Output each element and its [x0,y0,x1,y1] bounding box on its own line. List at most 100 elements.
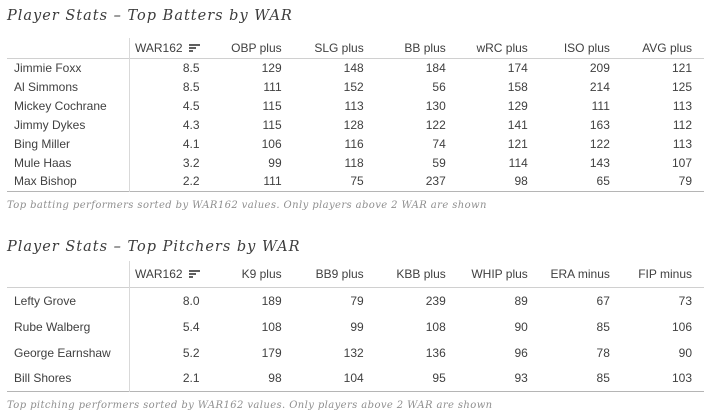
column-header-label: wRC plus [476,40,528,55]
stat-value-cell: 113 [344,98,364,113]
stat-value-cell: 93 [514,371,528,386]
stat-value-cell: 179 [261,345,282,360]
stat-value-cell: 122 [589,136,610,151]
table-row: George Earnshaw 5.2 179 132 136 96 78 90 [7,339,704,366]
stat-value-cell: 104 [343,371,364,386]
stat-value-cell: 56 [432,79,446,94]
stat-value-cell: 2.1 [182,371,200,386]
player-name-cell: Bing Miller [7,134,130,153]
stat-value-cell: 184 [425,60,446,75]
stat-value-cell: 8.5 [182,79,200,94]
column-header-label: FIP minus [638,266,692,281]
stat-value-cell: 111 [263,79,282,94]
stat-value-cell: 96 [514,345,528,360]
stat-value-cell: 148 [343,60,364,75]
stat-value-cell: 4.1 [182,136,200,151]
stat-value-cell: 98 [514,174,528,189]
stat-value-cell: 209 [589,60,610,75]
stat-value-cell: 111 [263,174,282,189]
column-header-bb9-plus[interactable]: BB9 plus [294,261,376,288]
stat-value-cell: 4.3 [182,117,200,132]
stat-value-cell: 114 [508,155,528,170]
stat-value-cell: 106 [671,319,692,334]
column-header-obp-plus[interactable]: OBP plus [212,38,294,58]
column-header-label: OBP plus [231,40,282,55]
stat-value-cell: 59 [432,155,446,170]
column-header-label: ISO plus [563,40,610,55]
stat-value-cell: 74 [432,136,446,151]
table-row: Rube Walberg 5.4 108 99 108 90 85 106 [7,313,704,340]
header-row: WAR162 OBP plus SLG plus BB plus wRC plus ISO… [7,38,704,58]
stat-value-cell: 67 [596,293,610,308]
player-name-cell: George Earnshaw [7,339,130,366]
column-header-war162[interactable]: WAR162 [130,38,212,58]
stat-value-cell: 111 [591,98,610,113]
column-header-war162[interactable]: WAR162 [130,261,212,288]
header-row: WAR162 K9 plus BB9 plus KBB plus WHIP plus ER… [7,260,704,288]
stat-value-cell: 78 [596,345,610,360]
stat-value-cell: 158 [507,79,528,94]
sort-descending-icon[interactable] [188,269,200,279]
stat-value-cell: 113 [672,136,692,151]
column-header-iso-plus[interactable]: ISO plus [540,38,622,58]
player-name-cell: Bill Shores [7,365,130,392]
sort-descending-icon[interactable] [188,43,200,53]
stat-value-cell: 90 [514,319,528,334]
stat-value-cell: 116 [344,136,364,151]
column-header-label: BB9 plus [315,266,364,281]
column-header-slg-plus[interactable]: SLG plus [294,38,376,58]
player-name-cell: Jimmie Foxx [7,58,130,77]
stat-value-cell: 8.0 [182,293,200,308]
stat-value-cell: 99 [268,155,282,170]
column-header-era-minus[interactable]: ERA minus [540,261,622,288]
column-header-k9-plus[interactable]: K9 plus [212,261,294,288]
stat-value-cell: 143 [589,155,610,170]
column-header-kbb-plus[interactable]: KBB plus [376,261,458,288]
pitchers-caption: Top pitching performers sorted by WAR162… [7,400,493,411]
stat-value-cell: 129 [261,60,282,75]
table-row: Mule Haas 3.2 99 118 59 114 143 107 [7,153,704,172]
stat-value-cell: 136 [425,345,446,360]
column-header-label: K9 plus [241,266,282,281]
stat-value-cell: 121 [671,60,692,75]
batters-visual: Player Stats – Top Batters by WAR WAR162… [7,6,704,212]
column-header-label: WAR162 [134,40,183,55]
stat-value-cell: 75 [350,174,364,189]
table-row: Bing Miller 4.1 106 116 74 121 122 113 [7,134,704,153]
stat-value-cell: 118 [344,155,364,170]
stat-value-cell: 214 [589,79,610,94]
batters-title: Player Stats – Top Batters by WAR [7,8,293,24]
player-name-cell: Mule Haas [7,153,130,172]
stat-value-cell: 85 [596,319,610,334]
stat-value-cell: 125 [671,79,692,94]
column-header-avg-plus[interactable]: AVG plus [622,38,704,58]
column-header-label: ERA minus [550,266,610,281]
stat-value-cell: 85 [596,371,610,386]
player-name-cell: Mickey Cochrane [7,96,130,115]
stat-value-cell: 121 [507,136,528,151]
stat-value-cell: 130 [425,98,446,113]
column-header-wrc-plus[interactable]: wRC plus [458,38,540,58]
stat-value-cell: 103 [671,371,692,386]
column-header-label: WHIP plus [471,266,528,281]
stat-value-cell: 174 [507,60,528,75]
column-header-bb-plus[interactable]: BB plus [376,38,458,58]
stat-value-cell: 239 [425,293,446,308]
batters-table: WAR162 OBP plus SLG plus BB plus wRC plus ISO… [7,38,704,192]
stat-value-cell: 189 [261,293,282,308]
column-header-whip-plus[interactable]: WHIP plus [458,261,540,288]
pitchers-visual: Player Stats – Top Pitchers by WAR WAR16… [7,237,704,413]
stat-value-cell: 8.5 [182,60,200,75]
stat-value-cell: 113 [672,98,692,113]
stat-value-cell: 152 [343,79,364,94]
stat-value-cell: 73 [678,293,692,308]
player-name-cell: Max Bishop [7,172,130,191]
stat-value-cell: 115 [262,117,282,132]
stat-value-cell: 90 [678,345,692,360]
stat-value-cell: 141 [507,117,528,132]
stat-value-cell: 132 [343,345,364,360]
column-header-fip-minus[interactable]: FIP minus [622,261,704,288]
stat-value-cell: 106 [261,136,282,151]
stat-value-cell: 129 [507,98,528,113]
